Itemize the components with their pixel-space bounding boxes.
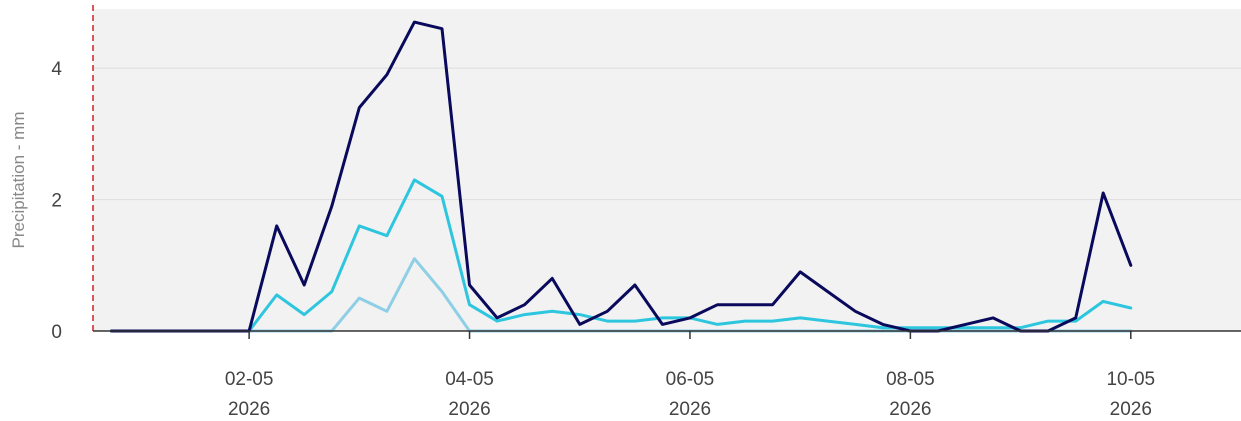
x-tick-label-year: 2026 xyxy=(448,399,490,420)
x-tick-label-date: 06-05 xyxy=(666,369,715,390)
x-tick-label-date: 10-05 xyxy=(1106,369,1155,390)
y-tick-label: 0 xyxy=(51,322,62,343)
series-line-1 xyxy=(109,178,1133,333)
y-tick-label: 2 xyxy=(51,191,62,212)
x-tick-label-year: 2026 xyxy=(228,399,270,420)
series-line-2 xyxy=(109,257,1133,333)
x-tick-label-date: 08-05 xyxy=(886,369,935,390)
x-tick-label-year: 2026 xyxy=(889,399,931,420)
grid-lines xyxy=(93,67,1241,201)
x-tick-labels: 02-05 2026 04-05 2026 06-05 2026 08-05 2026 10-0… xyxy=(225,369,1155,420)
series-line-0 xyxy=(109,20,1133,333)
plot-background xyxy=(93,9,1241,331)
x-tick-label-year: 2026 xyxy=(669,399,711,420)
x-tick-label-date: 04-05 xyxy=(445,369,494,390)
axes xyxy=(93,330,1241,339)
x-tick-label-year: 2026 xyxy=(1110,399,1152,420)
y-axis-label: Precipitation - mm xyxy=(9,112,28,249)
x-tick-label-date: 02-05 xyxy=(225,369,274,390)
series-group xyxy=(109,20,1133,333)
y-tick-labels: 0 2 4 xyxy=(51,59,62,343)
y-tick-label: 4 xyxy=(51,59,62,80)
